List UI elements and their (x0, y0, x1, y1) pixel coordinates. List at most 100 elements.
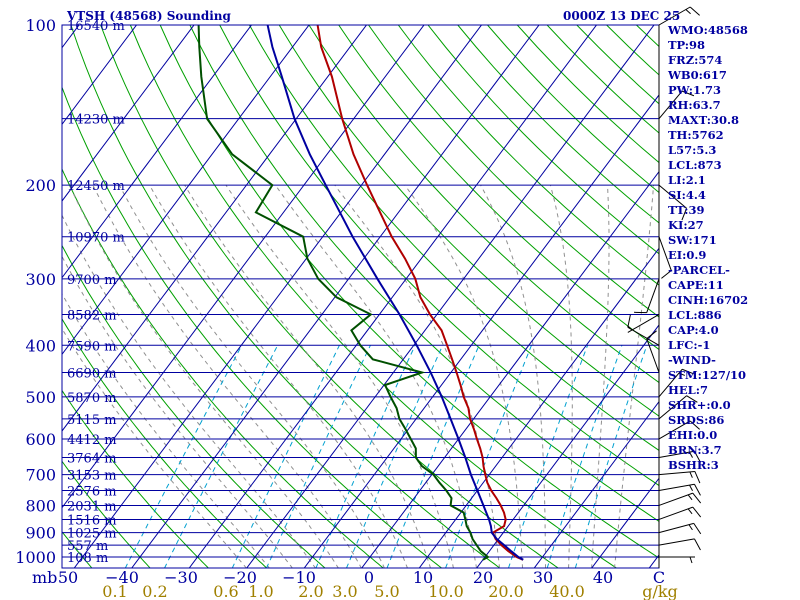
isotherm-line (418, 247, 659, 568)
isotherm-lines (62, 25, 659, 568)
height-label: 14230 m (67, 113, 125, 128)
wind-barb-flag (661, 270, 672, 279)
wind-barb (658, 184, 688, 221)
dry-adiabat-line (159, 25, 659, 559)
pressure-unit-label: mb (32, 568, 57, 587)
moist-adiabat-line (62, 292, 270, 568)
wind-barb (658, 492, 702, 506)
wind-barb (658, 506, 702, 520)
mixing-ratio-tick-label: 0.6 (213, 582, 238, 600)
index-line: HEL:7 (668, 383, 708, 397)
pressure-tick-label: 100 (25, 16, 56, 35)
wind-barb-staff (658, 483, 695, 492)
wind-barb-flag (694, 450, 701, 463)
height-label: 6690 m (67, 367, 117, 382)
dry-adiabat-line (62, 244, 326, 568)
isotherm-line (533, 400, 659, 568)
height-label: 557 m (67, 539, 108, 554)
temperature-tick-label: C (653, 568, 665, 587)
wind-barb-flag (689, 6, 700, 16)
temperature-tick-label: −30 (164, 568, 198, 587)
wind-barb-half-flag (627, 325, 633, 331)
wind-barb-staff (658, 6, 691, 26)
plot-border (61, 24, 660, 569)
wind-barb-flag (681, 208, 688, 221)
mixing-ratio-line (445, 345, 532, 568)
moist-adiabat-line (184, 184, 431, 568)
dry-adiabat-line (338, 25, 659, 351)
temperature-tick-label: 40 (593, 568, 613, 587)
pressure-tick-label: 1000 (15, 548, 56, 567)
wind-barb-half-flag (687, 508, 693, 515)
moist-adiabat-line (225, 184, 454, 568)
wind-barb (658, 522, 702, 535)
height-label: 7590 m (67, 339, 117, 354)
height-label: 8582 m (67, 308, 117, 323)
dry-adiabat-line (368, 25, 659, 318)
height-label: 1025 m (67, 527, 117, 542)
pressure-tick-label: 800 (25, 496, 56, 515)
index-line: LI:2.1 (668, 173, 706, 187)
height-label: 108 m (67, 551, 108, 566)
wind-barb-staff (658, 506, 693, 520)
wind-barb (658, 395, 698, 420)
isotherm-line (246, 25, 655, 568)
wind-barb-half-flag (689, 451, 693, 458)
pressure-tick-label: 900 (25, 524, 56, 543)
mixing-ratio-line (574, 345, 648, 568)
mixing-ratio-tick-label: 40.0 (549, 582, 585, 600)
index-line: LCL:886 (668, 308, 722, 322)
index-line: CAP:4.0 (668, 323, 719, 337)
mixing-ratio-tick-label: 5.0 (374, 582, 399, 600)
temperature-tick-label: −40 (105, 568, 139, 587)
index-line: PW:1.73 (668, 83, 722, 97)
wind-barb-staff (658, 90, 683, 120)
isotherm-line (361, 170, 659, 568)
moist-adiabat-line (334, 184, 500, 568)
pressure-tick-label: 300 (25, 270, 56, 289)
index-line: MAXT:30.8 (668, 113, 739, 127)
wind-barb-staff (646, 338, 660, 373)
mixing-ratio-line (507, 345, 589, 568)
dry-adiabat-line (100, 25, 559, 568)
sounding-profiles (197, 25, 524, 561)
pressure-tick-label: 600 (25, 430, 56, 449)
dry-adiabat-line (278, 25, 659, 417)
wind-barb-half-flag (689, 471, 693, 478)
wind-barb-half-flag (688, 524, 693, 531)
wind-barb (658, 236, 672, 279)
sounding-time: 0000Z 13 DEC 25 (563, 9, 680, 23)
wind-barb-staff (658, 395, 687, 420)
index-line: -PARCEL- (668, 263, 730, 277)
moist-adiabat-line (480, 184, 546, 568)
wind-barb-flag (686, 395, 698, 403)
mixing-ratio-tick-label: 3.0 (332, 582, 357, 600)
wind-barb (658, 470, 701, 484)
temperature-tick-label: −10 (282, 568, 316, 587)
index-line: SW:171 (668, 233, 717, 247)
wind-barb-flag (694, 471, 701, 484)
wind-barb (658, 450, 701, 463)
wind-barb-staff (627, 326, 660, 346)
mixing-ratio-line (386, 345, 480, 568)
moist-adiabat-line (92, 184, 362, 568)
wind-barb (658, 368, 695, 398)
wind-barb (646, 330, 660, 373)
dewpoint-line (197, 25, 490, 561)
wind-barb-staff (658, 492, 693, 506)
mixing-ratio-line (163, 345, 279, 568)
height-label: 4412 m (67, 433, 117, 448)
dry-adiabat-line (189, 25, 659, 522)
isotherm-line (73, 25, 483, 568)
mixing-ratio-lines (124, 345, 648, 568)
wind-barb-flag (692, 506, 702, 518)
wind-barb-half-flag (689, 556, 693, 564)
parcel-line (266, 25, 524, 561)
index-line: L57:5.3 (668, 143, 717, 157)
index-line: EI:0.9 (668, 248, 707, 262)
isotherm-line (62, 25, 195, 202)
dry-adiabat-line (70, 25, 501, 568)
mixing-ratio-line (231, 345, 340, 568)
